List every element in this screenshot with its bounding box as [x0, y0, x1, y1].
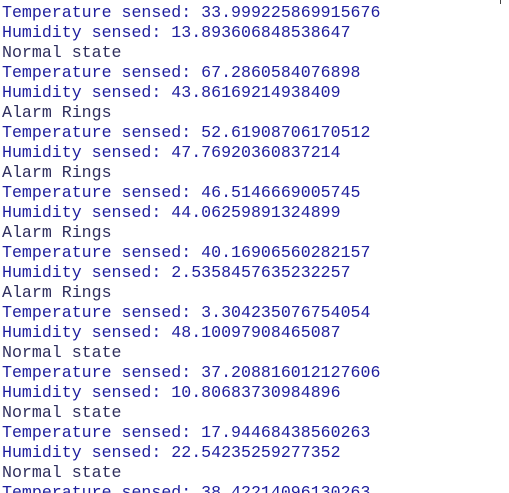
console-line: Normal state — [2, 463, 122, 482]
console-line: Humidity sensed: 22.54235259277352 — [2, 443, 341, 462]
console-line: Humidity sensed: 47.76920360837214 — [2, 143, 341, 162]
console-line: Alarm Rings — [2, 223, 112, 242]
console-line: Temperature sensed: 67.2860584076898 — [2, 63, 361, 82]
console-line: Humidity sensed: 10.80683730984896 — [2, 383, 341, 402]
console-line: Alarm Rings — [2, 163, 112, 182]
console-line: Temperature sensed: 40.16906560282157 — [2, 243, 371, 262]
console-line: Humidity sensed: 48.10097908465087 — [2, 323, 341, 342]
console-line: Humidity sensed: 13.893606848538647 — [2, 23, 351, 42]
console-line: Normal state — [2, 403, 122, 422]
console-line: Normal state — [2, 43, 122, 62]
console-line: Humidity sensed: 2.5358457635232257 — [2, 263, 351, 282]
console-line: Humidity sensed: 44.06259891324899 — [2, 203, 341, 222]
scroll-edge — [500, 0, 501, 4]
console-line: Temperature sensed: 46.5146669005745 — [2, 183, 361, 202]
console-line: Temperature sensed: 17.94468438560263 — [2, 423, 371, 442]
console-line: Temperature sensed: 3.304235076754054 — [2, 303, 371, 322]
console-line: Normal state — [2, 343, 122, 362]
console-line: Alarm Rings — [2, 283, 112, 302]
console-line: Temperature sensed: 33.999225869915676 — [2, 3, 381, 22]
console-line: Temperature sensed: 52.61908706170512 — [2, 123, 371, 142]
console-line: Temperature sensed: 38.42214096130263 — [2, 483, 371, 493]
console-line: Alarm Rings — [2, 103, 112, 122]
console-line: Humidity sensed: 43.86169214938409 — [2, 83, 341, 102]
console-line: Temperature sensed: 37.208816012127606 — [2, 363, 381, 382]
